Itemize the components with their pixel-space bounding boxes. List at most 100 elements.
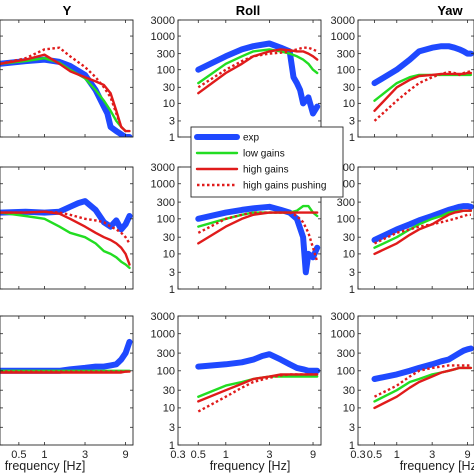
panel-r1-c0 — [0, 166, 134, 290]
series-group — [371, 43, 474, 122]
y-tick-label: 1000 — [151, 31, 175, 43]
y-tick-label: 3 — [169, 422, 175, 434]
series-line-high-gains-pushing — [197, 211, 319, 263]
panel-r0-c0 — [0, 19, 134, 138]
y-tick-label: 30 — [343, 232, 355, 244]
y-tick-label: 300 — [337, 348, 355, 360]
x-tick-label: 1 — [223, 449, 229, 461]
y-tick-label: 3000 — [331, 15, 355, 27]
panel-r2-c2: 1 3 10 30 100 300 1000 3000 0.3 0.5 1 3 9 — [331, 311, 474, 461]
series-group — [371, 345, 474, 410]
series-line-high-gains-pushing — [373, 364, 471, 398]
series-line-high-gains-pushing — [0, 210, 131, 245]
x-tick-label: 1 — [394, 449, 400, 461]
y-tick-label: 1000 — [151, 179, 175, 191]
series-group — [0, 338, 133, 374]
legend-label: exp — [243, 133, 260, 144]
y-tick-label: 1 — [169, 284, 175, 296]
panels: 1310301003001000300013103010030010003000… — [0, 15, 474, 461]
y-tick-label: 1 — [169, 132, 175, 144]
y-tick-label: 1 — [349, 132, 355, 144]
y-tick-label: 300 — [337, 48, 355, 60]
panel-r0-c1: 1 3 10 30 100 300 1000 3000 — [151, 15, 322, 144]
axes-box — [0, 166, 134, 290]
series-line-exp — [371, 203, 474, 243]
y-tick-label: 100 — [337, 366, 355, 378]
y-tick-label: 30 — [343, 385, 355, 397]
x-tick-label: 9 — [464, 449, 470, 461]
series-line-exp — [195, 40, 321, 117]
series-line-high-gains-pushing — [373, 213, 471, 245]
series-line-high-gains-pushing — [197, 46, 318, 89]
y-tick-label: 300 — [157, 348, 175, 360]
y-tick-label: 10 — [163, 403, 175, 415]
series-line-exp — [195, 351, 321, 374]
series-line-high-gains — [373, 209, 473, 256]
y-tick-label: 3 — [349, 267, 355, 279]
x-axis-label: frequency [Hz] — [5, 459, 86, 473]
y-tick-label: 10 — [163, 249, 175, 261]
y-tick-label: 10 — [343, 403, 355, 415]
series-group — [0, 46, 133, 137]
x-tick-label: 0.3 — [170, 449, 185, 461]
series-group — [0, 198, 133, 270]
axes-box — [357, 166, 474, 290]
series-group — [195, 351, 321, 413]
y-tick-label: 3 — [349, 422, 355, 434]
y-tick-label: 3 — [349, 116, 355, 128]
series-line-high-gains — [0, 210, 131, 266]
panel-r2-c1: 1 3 10 30 100 300 1000 3000 0.3 0.5 1 3 9 — [151, 311, 322, 461]
x-tick-label: 3 — [266, 449, 272, 461]
x-axis-labels: frequency [Hz] frequency [Hz] frequency [H… — [5, 459, 474, 473]
y-tick-label: 100 — [157, 65, 175, 77]
axes-box — [0, 315, 134, 446]
y-tick-label: 3000 — [151, 15, 175, 27]
y-tick-label: 3 — [169, 267, 175, 279]
x-tick-label: 3 — [429, 449, 435, 461]
y-tick-label: 30 — [163, 82, 175, 94]
x-tick-label: 0.3 — [350, 449, 365, 461]
series-line-high-gains — [373, 366, 473, 410]
axes-box — [357, 315, 474, 446]
y-tick-label: 100 — [337, 65, 355, 77]
axes-box — [0, 19, 134, 138]
y-tick-label: 300 — [337, 197, 355, 209]
series-line-low-gains — [0, 57, 127, 133]
x-tick-label: 9 — [123, 449, 129, 461]
series-line-low-gains — [0, 211, 131, 270]
x-tick-label: 3 — [82, 449, 88, 461]
y-tick-label: 10 — [343, 249, 355, 261]
y-tick-label: 100 — [157, 366, 175, 378]
series-line-high-gains-pushing — [197, 373, 318, 413]
column-title: Roll — [236, 3, 261, 18]
x-tick-label: 0.5 — [367, 449, 382, 461]
y-tick-label: 30 — [163, 232, 175, 244]
x-tick-label: 9 — [310, 449, 316, 461]
series-line-high-gains-pushing — [373, 70, 472, 122]
series-group — [195, 203, 321, 276]
panel-r0-c2: 1 3 10 30 100 300 1000 3000 — [331, 15, 474, 144]
column-title: Y — [63, 3, 72, 18]
series-line-exp — [371, 345, 474, 382]
x-tick-label: 0.5 — [191, 449, 206, 461]
series-line-high-gains-pushing — [0, 46, 127, 132]
column-title: Yaw — [437, 3, 463, 18]
y-tick-label: 100 — [337, 214, 355, 226]
legend: exp low gains high gains high gains pushing — [190, 126, 344, 198]
y-tick-label: 300 — [157, 197, 175, 209]
series-group — [195, 40, 321, 117]
x-axis-label: frequency [Hz] — [210, 459, 291, 473]
y-tick-label: 3000 — [151, 311, 175, 323]
y-tick-label: 30 — [163, 385, 175, 397]
y-tick-label: 1000 — [331, 31, 355, 43]
y-tick-label: 30 — [343, 82, 355, 94]
x-tick-label: 0.5 — [11, 449, 26, 461]
series-line-high-gains — [197, 48, 319, 95]
series-line-low-gains — [197, 375, 319, 398]
axes-box — [177, 315, 322, 446]
x-tick-label: 1 — [41, 449, 47, 461]
legend-label: high gains pushing — [243, 181, 326, 192]
y-tick-label: 1000 — [151, 329, 175, 341]
y-tick-label: 300 — [157, 48, 175, 60]
